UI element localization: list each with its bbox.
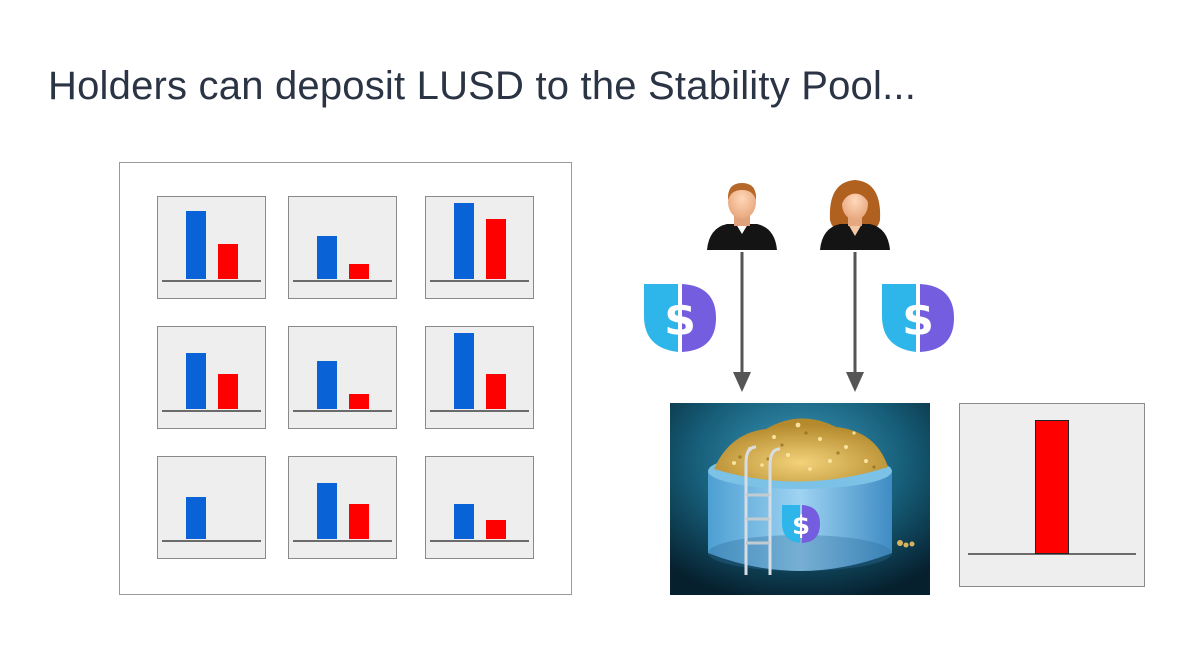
trove-card [425,456,534,559]
male-user-icon [707,183,777,250]
trove-baseline [430,280,529,282]
debt-bar [349,394,369,409]
debt-bar [349,504,369,539]
deposit-arrow-right [846,252,864,392]
female-user-icon [820,180,890,250]
collateral-bar [317,483,337,539]
debt-bar [349,264,369,279]
trove-baseline [293,280,392,282]
collateral-bar [186,353,206,409]
trove-baseline [293,540,392,542]
debt-bar [486,520,506,539]
debt-bar [486,374,506,409]
trove-card [288,456,397,559]
lusd-token-icon: $ [882,284,954,352]
trove-baseline [162,540,261,542]
collateral-bar [454,504,474,539]
collateral-bar [454,333,474,409]
collateral-bar [317,361,337,409]
debt-bar [218,374,238,409]
trove-baseline [430,540,529,542]
lusd-token-icon: $ [644,284,716,352]
stability-pool-illustration: $ [670,403,930,595]
debt-bar [486,219,506,279]
trove-card [157,326,266,429]
trove-card [288,196,397,299]
deposit-arrow-left [733,252,751,392]
collateral-bar [186,497,206,539]
trove-card [157,196,266,299]
collateral-bar [454,203,474,279]
trove-card [288,326,397,429]
collateral-bar [317,236,337,279]
pool-deposit-bar [1035,420,1069,554]
trove-baseline [162,410,261,412]
svg-text:$: $ [792,511,810,541]
svg-text:$: $ [664,292,696,346]
troves-frame [119,162,572,595]
trove-card [425,196,534,299]
trove-baseline [293,410,392,412]
svg-text:$: $ [902,292,934,346]
slide-title: Holders can deposit LUSD to the Stabilit… [48,64,917,108]
debt-bar [218,244,238,279]
trove-baseline [162,280,261,282]
trove-baseline [430,410,529,412]
trove-card [425,326,534,429]
trove-card [157,456,266,559]
stability-pool-chart [959,403,1145,587]
collateral-bar [186,211,206,279]
